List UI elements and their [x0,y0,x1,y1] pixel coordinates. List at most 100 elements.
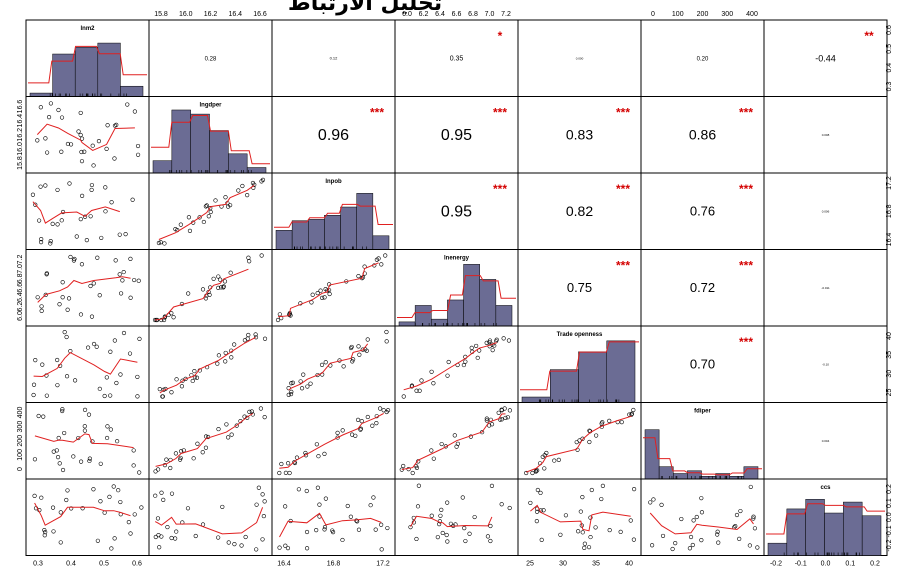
scatter-point [228,270,233,275]
scatter-point [507,408,513,413]
scatter-point [37,218,42,223]
cell-0-4: 0.000 [517,19,642,97]
scatter-point [535,487,540,493]
scatter-point [161,317,167,323]
scatter-point [95,538,100,543]
scatter-point [335,430,340,435]
scatter-point [463,538,468,544]
scatter-point [261,513,266,519]
scatter-point [69,506,74,511]
scatter-point [243,534,248,540]
histogram-bar [479,279,497,327]
x-tick-label: 35 [592,561,600,568]
histogram-bar [275,230,293,250]
variable-label: lnm2 [80,26,95,32]
scatter-point [283,470,289,475]
scatter-point [384,329,389,335]
scatter-point [534,509,540,514]
scatter-point [431,456,436,461]
smoothing-line [530,504,631,532]
significance-stars: *** [739,182,753,196]
scatter-point [87,458,92,464]
scatter-point [74,234,79,239]
scatter-point [91,487,96,492]
cell-2-0 [25,172,150,250]
scatter-point [747,543,752,548]
y-tick-label: 400 [17,407,24,419]
scatter-point [330,528,335,533]
scatter-point [203,204,208,209]
scatter-point [226,540,231,545]
y-tick-label: 16.8 [886,204,893,218]
y-tick-label: 15.8 [17,156,24,170]
scatter-point [178,455,183,461]
scatter-point [104,146,109,151]
correlation-value: 0.35 [450,56,464,63]
scatter-point [137,470,142,475]
scatter-point [62,430,67,436]
scatter-point [679,516,684,522]
scatter-point [187,228,193,234]
scatter-point [89,187,94,193]
scatter-point [222,279,228,284]
cell-2-5: 0.76 *** [640,172,765,250]
smoothing-line [401,413,506,470]
scatter-point [649,543,655,548]
cell-6-1 [148,478,273,556]
cell-0-6: -0.44 ** [763,19,888,97]
x-tick-label: 0.4 [66,561,76,568]
scatter-point [246,332,251,338]
cell-1-5: 0.86 *** [640,96,765,174]
cell-6-0 [25,478,150,556]
scatter-point [95,255,100,260]
scatter-point [315,485,320,490]
correlation-value: 0.20 [697,56,709,62]
scatter-point [56,435,61,441]
histogram-bar [324,215,341,250]
significance-stars: *** [370,106,384,120]
cell-3-4: 0.75 *** [517,249,642,327]
scatter-point [648,500,653,505]
scatter-point [538,490,543,495]
histogram-bar [246,167,267,174]
scatter-point [121,330,127,336]
scatter-point [48,241,53,246]
scatter-point [335,435,340,440]
scatter-point [216,535,221,540]
scatter-point [552,458,557,463]
histogram-bar [171,109,191,174]
cell-6-2 [271,478,396,556]
x-tick-label: 400 [746,11,758,18]
smoothing-line [154,507,264,535]
scatter-point [319,362,325,367]
scatter-point [322,295,327,300]
significance-stars: *** [739,335,753,349]
scatter-point [490,348,495,353]
cell-4-5: 0.70 *** [640,325,765,403]
scatter-point [298,379,303,384]
scatter-point [232,342,237,347]
scatter-point [582,541,587,546]
scatter-point [556,457,561,462]
scatter-point [42,533,47,538]
scatter-point [104,435,110,441]
scatter-point [135,152,141,157]
scatter-point [558,532,563,537]
smoothing-line [403,342,497,391]
cell-frame [394,478,519,556]
scatter-point [59,218,64,223]
scatter-point [487,339,492,345]
scatter-point [350,432,355,437]
correlation-value: 0.12 [330,56,339,61]
scatter-point [168,465,173,471]
scatter-point [345,503,350,509]
scatter-point [62,329,67,335]
scatter-point [694,514,699,520]
histogram-bar [228,153,248,174]
y-tick-label: 0.1 [886,498,893,508]
y-tick-label: 25 [886,389,893,397]
significance-stars: *** [616,182,630,196]
scatter-point [137,336,142,341]
scatter-point [68,254,73,260]
scatter-point [164,457,169,462]
